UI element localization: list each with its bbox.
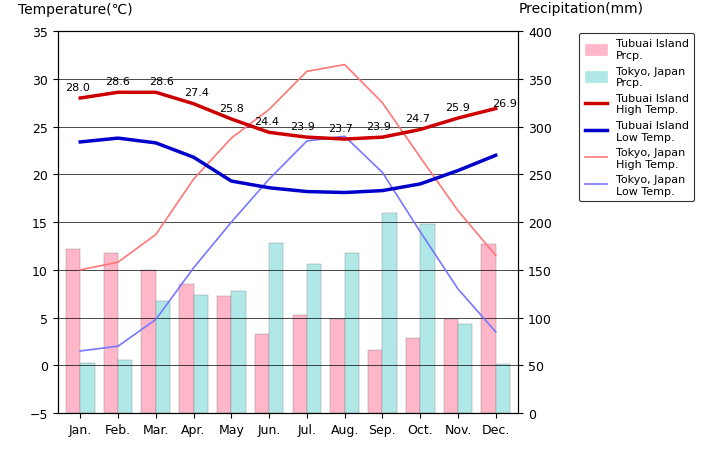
Text: 28.6: 28.6 [149, 77, 174, 87]
Bar [345, 253, 359, 413]
Text: 27.4: 27.4 [184, 88, 209, 98]
Bar [307, 264, 321, 413]
Bar [382, 213, 397, 413]
Text: 24.7: 24.7 [405, 114, 430, 124]
Text: 26.9: 26.9 [492, 99, 516, 108]
Text: 24.4: 24.4 [254, 117, 279, 127]
Bar [156, 302, 170, 413]
Text: 28.6: 28.6 [106, 77, 130, 87]
Bar [80, 364, 94, 413]
Bar [118, 360, 132, 413]
Bar [496, 364, 510, 413]
Bar [292, 315, 307, 413]
Bar [255, 334, 269, 413]
Text: Precipitation(mm): Precipitation(mm) [518, 2, 644, 16]
Bar [406, 338, 420, 413]
Bar [420, 224, 435, 413]
Text: 23.9: 23.9 [366, 122, 391, 132]
Bar [66, 249, 80, 413]
Bar [269, 244, 284, 413]
Text: 25.9: 25.9 [446, 102, 470, 112]
Bar [194, 295, 208, 413]
Bar [217, 296, 231, 413]
Text: 23.7: 23.7 [328, 123, 353, 134]
Text: 28.0: 28.0 [65, 83, 90, 92]
Bar [458, 325, 472, 413]
Text: 23.9: 23.9 [290, 122, 315, 132]
Text: 25.8: 25.8 [219, 103, 244, 113]
Bar [444, 320, 458, 413]
Legend: Tubuai Island
Prcp., Tokyo, Japan
Prcp., Tubuai Island
High Temp., Tubuai Island: Tubuai Island Prcp., Tokyo, Japan Prcp.,… [580, 34, 695, 202]
Bar [104, 253, 118, 413]
Bar [179, 285, 194, 413]
Bar [231, 291, 246, 413]
Bar [482, 245, 496, 413]
Text: Temperature(℃): Temperature(℃) [19, 3, 133, 17]
Bar [368, 350, 382, 413]
Bar [330, 320, 345, 413]
Bar [141, 270, 156, 413]
